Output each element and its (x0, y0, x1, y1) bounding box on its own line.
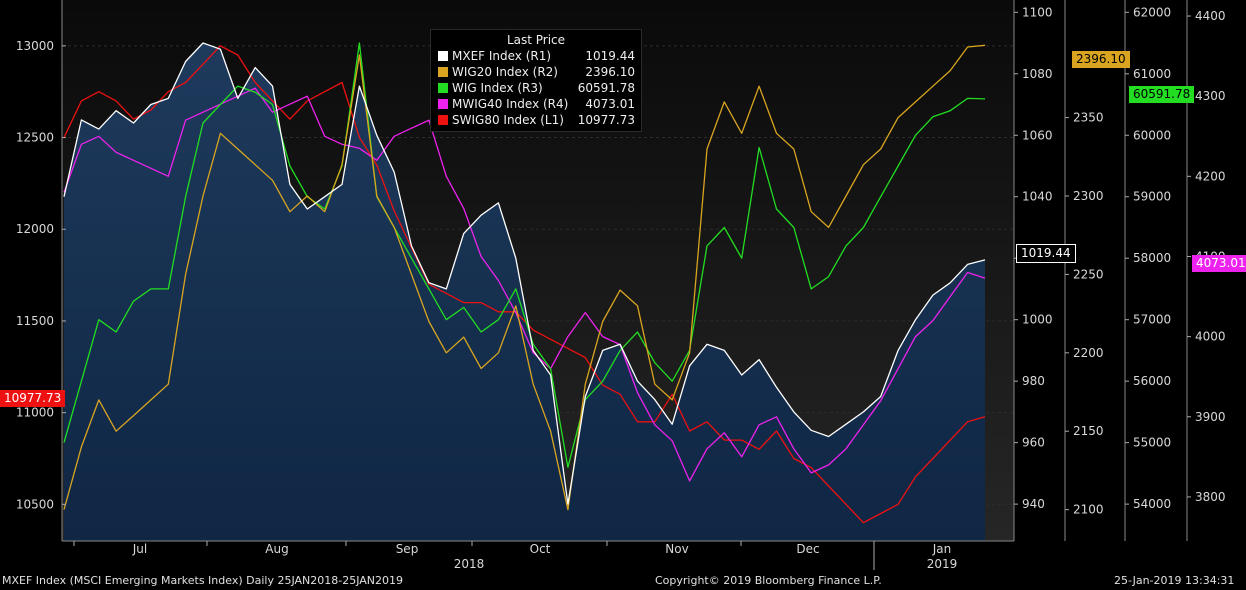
legend-entry-wig20: WIG20 Index (R2) 2396.10 (431, 64, 641, 80)
axis-label-l1: 10500 (16, 497, 54, 511)
last-value-badge-mwig40: 4073.01 (1192, 255, 1246, 272)
axis-ticks: 10500 11000 11500 12000 12500 13000 940 960 980 1… (16, 5, 1226, 516)
legend-name-mxef: MXEF Index (R1) (452, 49, 552, 63)
legend: Last Price MXEF Index (R1) 1019.44 WIG20… (430, 29, 642, 132)
axis-label-r3: 55000 (1133, 436, 1171, 450)
x-axis-month-label: Dec (796, 542, 819, 556)
axis-label-l1: 12500 (16, 131, 54, 145)
axis-label-r1: 1060 (1022, 128, 1053, 142)
axis-label-r2: 2350 (1073, 111, 1104, 125)
axis-label-l1: 11000 (16, 406, 54, 420)
mxef-area-fill (64, 43, 985, 541)
legend-title: Last Price (506, 33, 566, 47)
last-value-badge-wig: 60591.78 (1129, 86, 1195, 103)
series-line-r4 (63, 87, 986, 482)
axis-label-l1: 13000 (16, 39, 54, 53)
axis-label-r4: 4300 (1195, 89, 1226, 103)
x-axis-month-label: Oct (530, 542, 551, 556)
x-axis-year-label: 2019 (927, 557, 958, 571)
legend-swatch-wig20 (438, 67, 448, 77)
footer-copyright: Copyright© 2019 Bloomberg Finance L.P. (655, 574, 882, 587)
axis-label-r3: 54000 (1133, 497, 1171, 511)
axis-label-r2: 2300 (1073, 189, 1104, 203)
footer-timestamp: 25-Jan-2019 13:34:31 (1114, 574, 1235, 587)
legend-value-mwig40: 4073.01 (585, 97, 635, 111)
legend-value-swig80: 10977.73 (577, 113, 635, 127)
axis-label-r1: 960 (1022, 436, 1045, 450)
legend-swatch-swig80 (438, 115, 448, 125)
x-axis-month-label: Aug (265, 542, 288, 556)
x-axis-year-label: 2018 (454, 557, 485, 571)
last-value-badge-swig80: 10977.73 (0, 390, 66, 407)
legend-name-wig20: WIG20 Index (R2) (452, 65, 558, 79)
series-line-r3 (63, 42, 986, 468)
series-line-r2 (63, 44, 986, 511)
axis-label-r3: 62000 (1133, 5, 1171, 19)
legend-swatch-mxef (438, 51, 448, 61)
axis-label-r4: 4000 (1195, 330, 1226, 344)
axis-label-r1: 980 (1022, 374, 1045, 388)
axis-label-r1: 1000 (1022, 313, 1053, 327)
legend-value-wig20: 2396.10 (585, 65, 635, 79)
footer-description: MXEF Index (MSCI Emerging Markets Index)… (2, 574, 404, 587)
x-axis-month-label: Jan (932, 542, 952, 556)
axis-label-l1: 12000 (16, 222, 54, 236)
x-axis-month-label: Jul (132, 542, 147, 556)
axis-label-r3: 61000 (1133, 67, 1171, 81)
axis-label-r1: 940 (1022, 497, 1045, 511)
last-value-badge-wig20: 2396.10 (1072, 51, 1130, 68)
legend-entry-mwig40: MWIG40 Index (R4) 4073.01 (431, 96, 641, 112)
series-line-r1 (63, 42, 986, 505)
legend-entry-wig: WIG Index (R3) 60591.78 (431, 80, 641, 96)
x-axis-month-label: Sep (396, 542, 419, 556)
legend-name-swig80: SWIG80 Index (L1) (452, 113, 564, 127)
legend-name-mwig40: MWIG40 Index (R4) (452, 97, 569, 111)
legend-swatch-wig (438, 83, 448, 93)
axis-label-r4: 3900 (1195, 410, 1226, 424)
axis-label-r3: 57000 (1133, 313, 1171, 327)
legend-entry-swig80: SWIG80 Index (L1) 10977.73 (431, 112, 641, 128)
legend-entry-mxef: MXEF Index (R1) 1019.44 (431, 48, 641, 64)
axis-label-r1: 1100 (1022, 5, 1053, 19)
legend-value-wig: 60591.78 (577, 81, 635, 95)
x-axis-month-label: Nov (665, 542, 688, 556)
x-axis: Jul Aug Sep Oct Nov Dec Jan 2018 2019 (73, 541, 958, 571)
axis-label-r2: 2150 (1073, 424, 1104, 438)
axis-label-r1: 1040 (1022, 190, 1053, 204)
axis-label-r2: 2250 (1073, 267, 1104, 281)
series-lines (63, 42, 986, 524)
axis-label-r4: 3800 (1195, 490, 1226, 504)
axis-label-r2: 2100 (1073, 503, 1104, 517)
last-value-badge-mxef: 1019.44 (1016, 244, 1076, 263)
axis-label-l1: 11500 (16, 314, 54, 328)
legend-value-mxef: 1019.44 (585, 49, 635, 63)
axis-label-r1: 1080 (1022, 67, 1053, 81)
axis-label-r3: 58000 (1133, 251, 1171, 265)
axis-label-r4: 4200 (1195, 169, 1226, 183)
legend-swatch-mwig40 (438, 99, 448, 109)
axis-label-r3: 60000 (1133, 128, 1171, 142)
series-line-l1 (63, 45, 986, 524)
axis-label-r4: 4400 (1195, 9, 1226, 23)
axis-label-r3: 59000 (1133, 190, 1171, 204)
legend-name-wig: WIG Index (R3) (452, 81, 543, 95)
axis-label-r2: 2200 (1073, 346, 1104, 360)
axis-label-r3: 56000 (1133, 374, 1171, 388)
